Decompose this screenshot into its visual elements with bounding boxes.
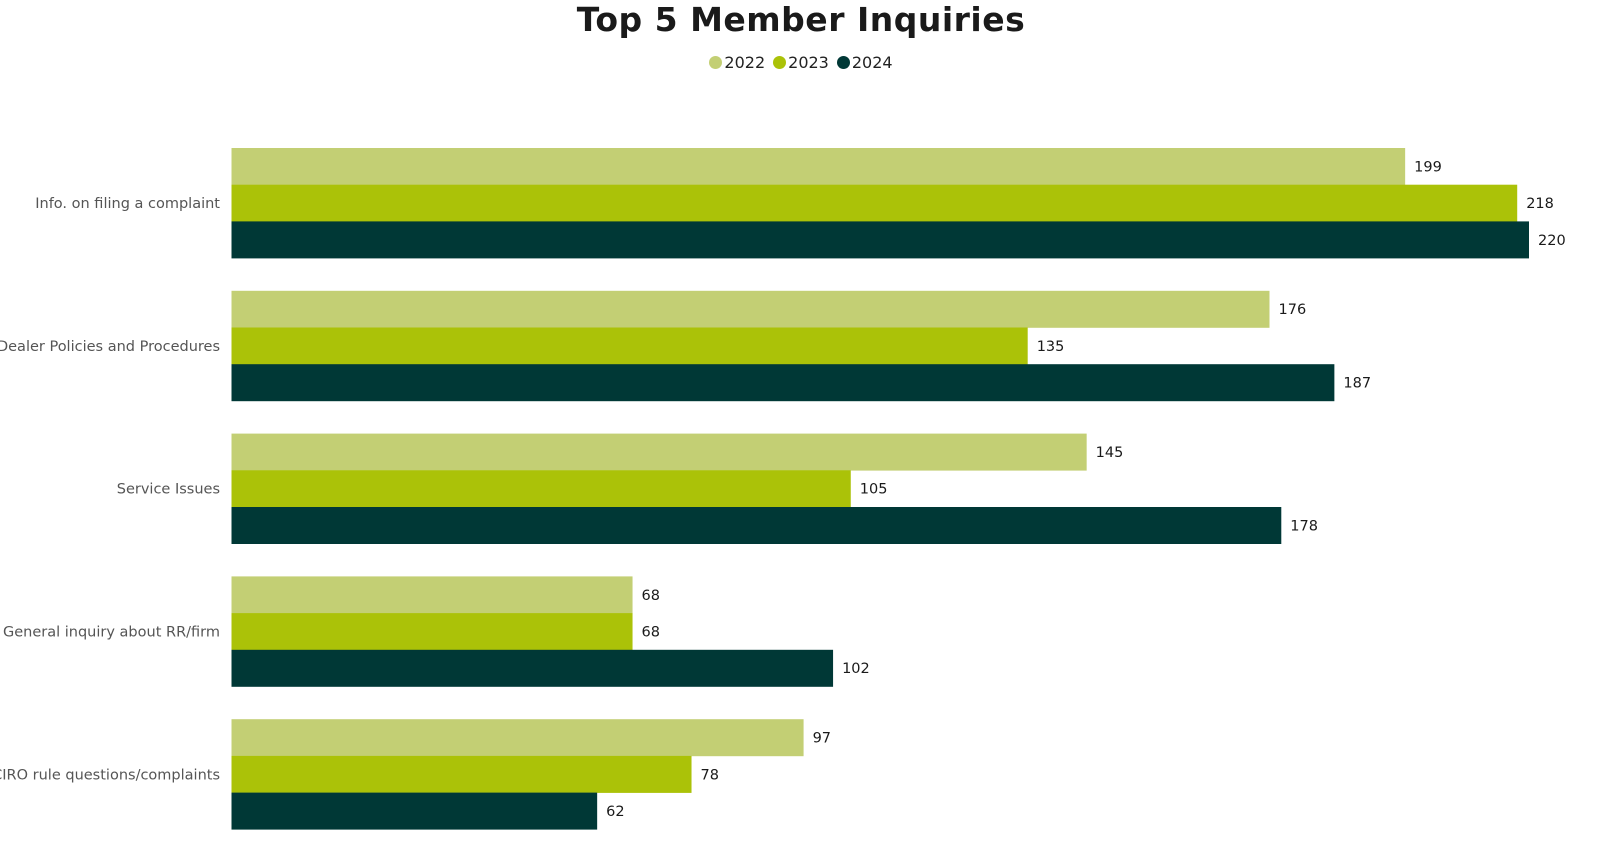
bar-2024[interactable] (231, 792, 598, 830)
chart-title: Top 5 Member Inquiries (576, 0, 1026, 39)
data-label: 97 (813, 731, 831, 747)
bar-2023[interactable] (231, 755, 692, 793)
category-label: Dealer Policies and Procedures (0, 339, 220, 355)
legend-label: 2024 (851, 53, 893, 72)
bar-2024[interactable] (231, 507, 1282, 544)
bar-2022[interactable] (231, 576, 633, 614)
data-label: 135 (1037, 339, 1065, 355)
data-label: 78 (701, 767, 719, 783)
data-label: 145 (1096, 445, 1124, 461)
data-label: 187 (1343, 376, 1371, 392)
bar-2024[interactable] (231, 221, 1530, 259)
bar-2023[interactable] (231, 470, 851, 508)
legend-label: 2022 (724, 53, 766, 72)
category-label: Service Issues (117, 482, 220, 498)
data-label: 62 (606, 804, 624, 820)
data-label: 68 (642, 624, 660, 640)
legend-swatch-2024 (836, 56, 850, 69)
data-label: 218 (1526, 196, 1554, 212)
category-label: Info. on filing a complaint (35, 196, 220, 212)
data-label: 220 (1538, 233, 1566, 249)
legend-label: 2023 (788, 53, 829, 72)
data-label: 105 (860, 482, 888, 498)
bar-2022[interactable] (231, 148, 1406, 185)
data-label: 68 (642, 588, 660, 604)
bar-2022[interactable] (231, 290, 1270, 328)
bar-2023[interactable] (231, 184, 1518, 222)
legend-item-2022[interactable]: 2022 (709, 53, 765, 72)
data-label: 176 (1279, 302, 1307, 318)
bar-2022[interactable] (231, 433, 1087, 471)
data-label: 199 (1414, 159, 1442, 175)
legend: 2022 2023 2024 (0, 53, 1602, 72)
data-label: 102 (842, 661, 870, 677)
bar-2023[interactable] (231, 613, 633, 651)
bar-2023[interactable] (231, 327, 1028, 365)
category-label: General inquiry about RR/firm (3, 624, 220, 640)
category-label: CIRO rule questions/complaints (0, 767, 220, 783)
legend-item-2024[interactable]: 2024 (836, 53, 893, 72)
data-label: 178 (1290, 518, 1318, 534)
legend-swatch-2023 (773, 56, 787, 69)
legend-item-2023[interactable]: 2023 (773, 53, 829, 72)
bar-2024[interactable] (231, 649, 834, 687)
bar-2024[interactable] (231, 364, 1335, 402)
bar-2022[interactable] (231, 719, 804, 757)
legend-swatch-2022 (709, 56, 723, 69)
